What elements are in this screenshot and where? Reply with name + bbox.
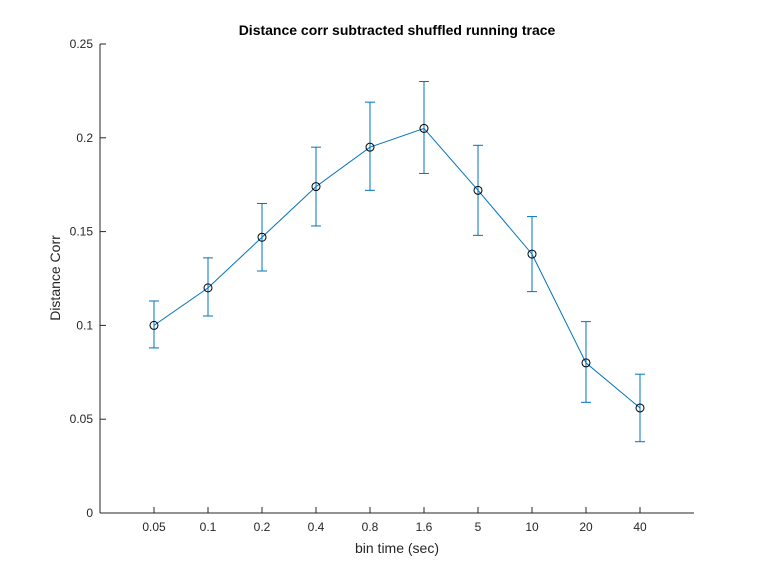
x-tick-label: 0.8	[362, 520, 379, 534]
data-point-marker	[635, 403, 645, 413]
data-point-marker	[311, 182, 321, 192]
error-bar	[203, 257, 213, 317]
y-tick-label: 0.15	[70, 225, 94, 239]
data-point-marker	[203, 283, 213, 293]
y-tick-label: 0.1	[76, 318, 93, 332]
error-bar	[419, 81, 429, 174]
x-ticks: 0.05 0.1 0.2 0.4 0.8 1.6 5 10 20 40	[142, 507, 647, 534]
error-bar	[365, 101, 375, 191]
data-point-marker	[419, 123, 429, 133]
error-bar	[149, 300, 159, 349]
data-point-marker	[581, 358, 591, 368]
plot-area	[100, 44, 694, 513]
chart-title: Distance corr subtracted shuffled runnin…	[239, 22, 556, 38]
series-layer	[149, 81, 645, 443]
x-tick-label: 1.6	[416, 520, 433, 534]
x-tick-label: 20	[579, 520, 593, 534]
data-point-marker	[473, 185, 483, 195]
x-tick-label: 0.1	[200, 520, 217, 534]
x-tick-label: 40	[633, 520, 647, 534]
x-tick-label: 10	[525, 520, 539, 534]
y-tick-label: 0.2	[76, 131, 93, 145]
x-tick-label: 0.05	[142, 520, 166, 534]
data-point-marker	[257, 232, 267, 242]
series-line	[153, 127, 641, 409]
x-tick-label: 0.4	[308, 520, 325, 534]
y-axis-label: Distance Corr	[47, 235, 63, 321]
data-point-marker	[527, 249, 537, 259]
data-point-marker	[149, 320, 159, 330]
axes	[99, 44, 694, 514]
x-tick-label: 0.2	[254, 520, 271, 534]
y-tick-label: 0.25	[70, 37, 94, 51]
y-tick-label: 0.05	[70, 412, 94, 426]
y-tick-label: 0	[86, 506, 93, 520]
y-ticks: 0 0.05 0.1 0.15 0.2 0.25	[70, 37, 106, 520]
x-axis-label: bin time (sec)	[355, 540, 439, 556]
data-point-marker	[365, 142, 375, 152]
x-tick-label: 5	[475, 520, 482, 534]
